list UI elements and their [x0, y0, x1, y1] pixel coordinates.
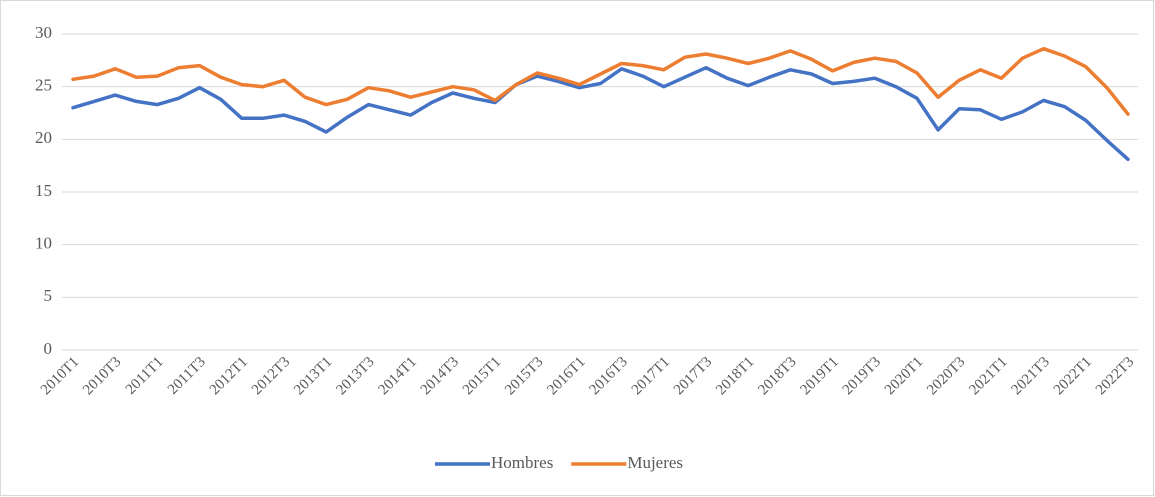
- y-tick-label: 10: [35, 234, 52, 253]
- y-tick-label: 20: [35, 128, 52, 147]
- y-tick-label: 15: [35, 181, 52, 200]
- y-tick-label: 30: [35, 23, 52, 42]
- series-line: [71, 65, 1130, 162]
- y-tick-label: 25: [35, 76, 52, 95]
- series-line: [71, 46, 1130, 116]
- legend-label: Mujeres: [627, 453, 683, 472]
- y-tick-label: 5: [44, 286, 53, 305]
- legend-label: Hombres: [491, 453, 553, 472]
- y-tick-label: 0: [44, 339, 53, 358]
